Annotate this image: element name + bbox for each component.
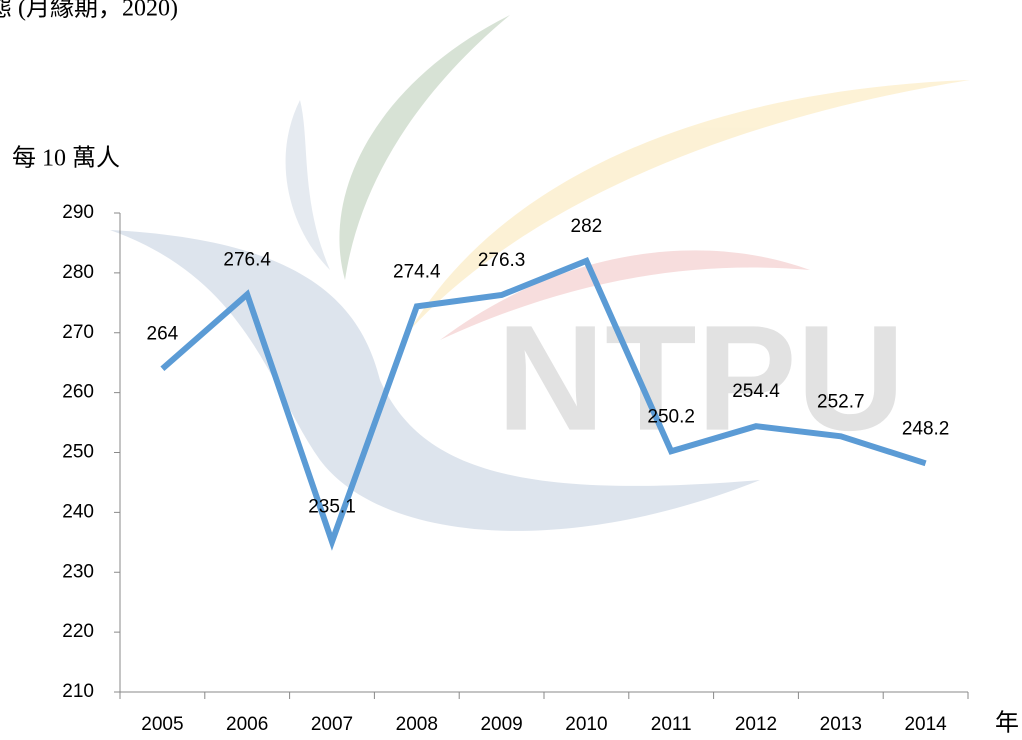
data-label: 264 <box>147 324 179 345</box>
y-tick-label: 280 <box>62 262 94 283</box>
y-axis-label: 每 10 萬人 <box>12 145 120 172</box>
data-label: 276.3 <box>478 250 526 271</box>
x-tick-label: 2011 <box>651 714 692 735</box>
data-label: 235.1 <box>308 497 356 518</box>
x-tick-label: 2007 <box>311 714 353 735</box>
data-label: 282 <box>571 216 603 237</box>
y-tick-label: 210 <box>62 681 94 702</box>
x-tick-label: 2005 <box>141 714 183 735</box>
data-label: 252.7 <box>817 391 865 412</box>
series-line <box>160 257 927 551</box>
x-tick-label: 2010 <box>565 714 607 735</box>
y-tick-label: 270 <box>62 322 94 343</box>
data-label: 276.4 <box>223 249 271 270</box>
y-tick-label: 250 <box>62 442 94 463</box>
data-label: 254.4 <box>732 381 780 402</box>
x-tick-label: 2006 <box>226 714 268 735</box>
x-tick-label: 2012 <box>735 714 777 735</box>
x-tick-label: 2008 <box>396 714 438 735</box>
y-tick-label: 290 <box>62 202 94 223</box>
x-tick-label: 2014 <box>904 714 947 735</box>
data-label: 250.2 <box>647 406 695 427</box>
data-label: 248.2 <box>902 418 950 439</box>
watermark-shapes <box>110 15 970 531</box>
x-axis-label: 年 <box>995 710 1019 737</box>
x-tick-label: 2013 <box>820 714 862 735</box>
data-label: 274.4 <box>393 261 441 282</box>
y-tick-label: 240 <box>62 501 94 522</box>
y-tick-label: 260 <box>62 382 94 403</box>
header: 態 (月緣期，2020) <box>0 0 178 22</box>
y-tick-label: 220 <box>62 621 94 642</box>
y-tick-label: 230 <box>62 561 94 582</box>
x-tick-label: 2009 <box>480 714 522 735</box>
